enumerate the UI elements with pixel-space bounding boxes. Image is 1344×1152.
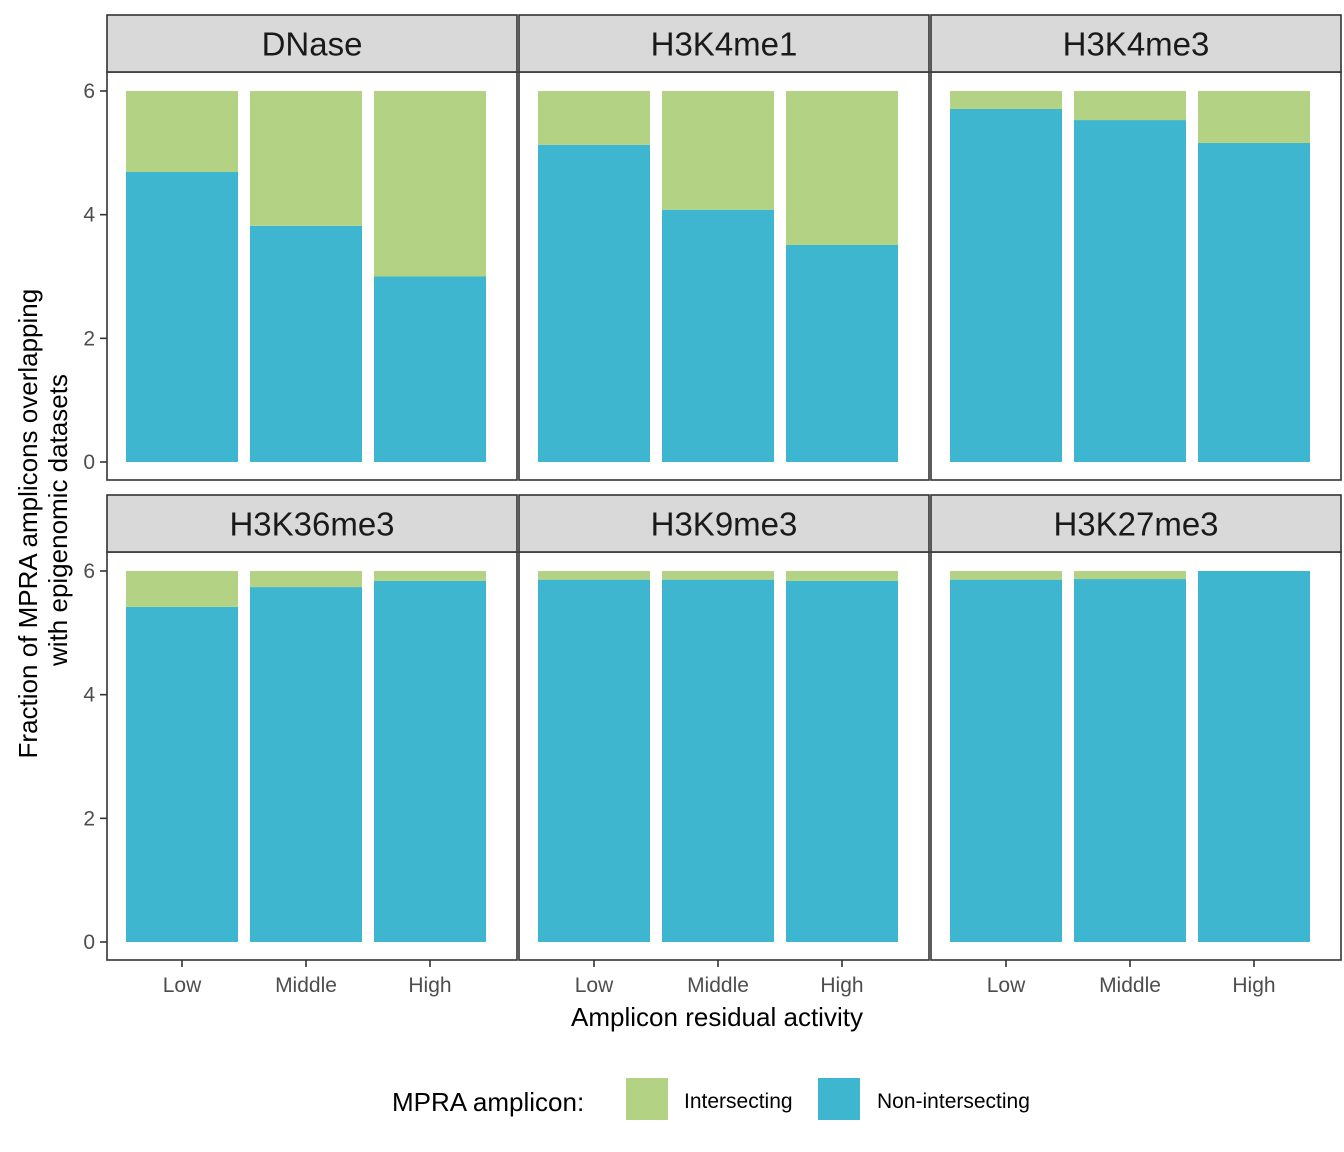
bar-non-intersecting-low [538, 144, 650, 463]
x-tick-label-high: High [1232, 974, 1275, 997]
legend-label-intersecting: Intersecting [684, 1090, 793, 1113]
bar-non-intersecting-low [126, 606, 238, 942]
facet-strip [930, 14, 1342, 73]
bar-intersecting-middle [1074, 91, 1186, 121]
legend: MPRA amplicon: Intersecting Non-intersec… [392, 1078, 1030, 1120]
bar-non-intersecting-middle [662, 209, 774, 462]
bar-intersecting-low [126, 91, 238, 173]
y-axis-title-line-1: Fraction of MPRA amplicons overlapping [13, 289, 43, 759]
y-tick-label: 6 [83, 560, 95, 583]
bar-non-intersecting-middle [250, 225, 362, 462]
panels-layer: DNase H3K4me1 H3K4me3 H3K36me3 H3K9me3 H3K27m… [106, 14, 1342, 961]
panel-dnase: DNase [106, 14, 518, 481]
facet-strip [106, 14, 518, 73]
x-tick-label-middle: Middle [1099, 974, 1161, 997]
panel-h3k36me3: H3K36me3 [106, 494, 518, 961]
legend-title: MPRA amplicon: [392, 1087, 584, 1117]
facet-strip-title: H3K27me3 [1053, 506, 1218, 543]
bar-intersecting-high [786, 91, 898, 245]
facet-strip-title: H3K4me3 [1063, 26, 1210, 63]
facet-strip [518, 14, 930, 73]
legend-key-intersecting [626, 1078, 668, 1120]
panel-h3k4me1: H3K4me1 [518, 14, 930, 481]
bar-non-intersecting-middle [1074, 120, 1186, 462]
y-axis-layer: 0 2 4 6 0 2 4 6 [83, 80, 107, 954]
bar-intersecting-high [786, 571, 898, 581]
x-tick-label-low: Low [163, 974, 202, 997]
facet-strip-title: H3K4me1 [651, 26, 798, 63]
bar-non-intersecting-high [374, 580, 486, 942]
panel-h3k9me3: H3K9me3 [518, 494, 930, 961]
bar-non-intersecting-low [950, 108, 1062, 462]
y-tick-label: 2 [83, 327, 95, 350]
x-tick-label-low: Low [987, 974, 1026, 997]
legend-key-non-intersecting [818, 1078, 860, 1120]
x-axis-title: Amplicon residual activity [571, 1002, 863, 1032]
x-axis-layer: Low Middle High Low Middle High Low Middle High [163, 960, 1276, 997]
bar-non-intersecting-middle [1074, 579, 1186, 942]
bar-non-intersecting-high [786, 580, 898, 942]
y-axis-title: Fraction of MPRA amplicons overlapping w… [13, 282, 73, 759]
bar-intersecting-low [538, 91, 650, 145]
bar-intersecting-middle [250, 571, 362, 588]
bar-intersecting-low [126, 571, 238, 607]
facet-strip [106, 494, 518, 553]
bar-intersecting-low [950, 571, 1062, 580]
bar-non-intersecting-middle [250, 587, 362, 942]
x-tick-label-middle: Middle [687, 974, 749, 997]
facet-strip-title: H3K9me3 [651, 506, 798, 543]
y-tick-label: 6 [83, 80, 95, 103]
x-tick-label-high: High [820, 974, 863, 997]
bar-intersecting-low [950, 91, 1062, 109]
y-tick-label: 4 [83, 684, 95, 707]
y-tick-label: 2 [83, 807, 95, 830]
y-axis-title-line-2: with epigenomic datasets [43, 374, 73, 667]
panel-h3k27me3: H3K27me3 [930, 494, 1342, 961]
bar-non-intersecting-low [126, 172, 238, 463]
bar-intersecting-high [374, 571, 486, 581]
y-tick-label: 4 [83, 204, 95, 227]
bar-non-intersecting-high [374, 276, 486, 462]
facet-strip [518, 494, 930, 553]
y-tick-label: 0 [83, 931, 95, 954]
bar-intersecting-middle [1074, 571, 1186, 580]
bar-non-intersecting-high [1198, 571, 1310, 942]
bar-non-intersecting-middle [662, 579, 774, 942]
facet-strip-title: H3K36me3 [229, 506, 394, 543]
bar-non-intersecting-high [1198, 142, 1310, 462]
x-tick-label-middle: Middle [275, 974, 337, 997]
y-tick-label: 0 [83, 451, 95, 474]
bar-non-intersecting-low [538, 579, 650, 942]
x-tick-label-high: High [408, 974, 451, 997]
panel-h3k4me3: H3K4me3 [930, 14, 1342, 481]
bar-intersecting-middle [662, 91, 774, 210]
bar-non-intersecting-low [950, 579, 1062, 942]
bar-intersecting-low [538, 571, 650, 580]
facet-strip [930, 494, 1342, 553]
bar-intersecting-middle [662, 571, 774, 580]
legend-label-non-intersecting: Non-intersecting [877, 1090, 1030, 1113]
x-tick-label-low: Low [575, 974, 614, 997]
bar-intersecting-high [1198, 91, 1310, 143]
bar-non-intersecting-high [786, 244, 898, 462]
bar-intersecting-middle [250, 91, 362, 226]
facet-strip-title: DNase [262, 26, 363, 63]
bar-intersecting-high [374, 91, 486, 277]
